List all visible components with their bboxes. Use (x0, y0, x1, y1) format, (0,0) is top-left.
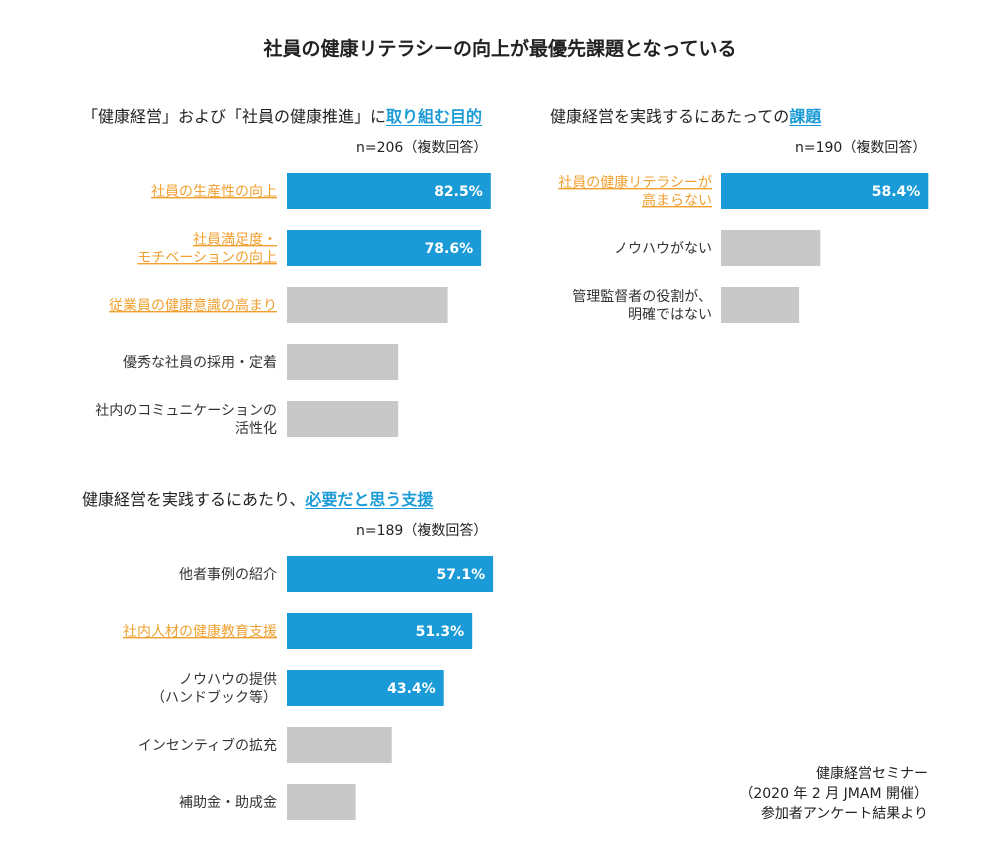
bar (287, 670, 444, 706)
panel-title: 「健康経営」および「社員の健康推進」に取り組む目的 (82, 103, 482, 127)
source-line: 健康経営セミナー (816, 766, 928, 782)
main-title: 社員の健康リテラシーの向上が最優先課題となっている (263, 38, 737, 60)
category-label: 優秀な社員の採用・定着 (123, 355, 277, 371)
panel-title-text: 健康経営を実践するにあたっての (550, 107, 790, 126)
category-label: 活性化 (235, 421, 277, 437)
bar-chart-issues: 58.4% 社員の健康リテラシーが高まらないノウハウがない管理監督者の役割が、明確… (558, 173, 929, 323)
bar (287, 613, 473, 649)
category-label: 社員の生産性の向上 (151, 184, 277, 200)
sample-size-label: n=190（複数回答） (795, 140, 927, 156)
category-label: （ハンドブック等） (151, 689, 277, 706)
panel-title-highlight: 必要だと思う支援 (305, 490, 434, 509)
category-label: 補助金・助成金 (179, 795, 277, 811)
bar-chart-support: 57.1% 他者事例の紹介 51.3% 社内人材の健康教育支援 43.4% ノウハウの提供… (123, 556, 494, 820)
bar (287, 784, 356, 820)
bar (287, 556, 494, 592)
bar (287, 173, 491, 209)
bar (721, 173, 929, 209)
category-label: 社内人材の健康教育支援 (123, 623, 277, 640)
sample-size-label: n=189（複数回答） (356, 523, 488, 539)
source-note: 健康経営セミナー （2020 年 2 月 JMAM 開催） 参加者アンケート結果… (739, 764, 928, 824)
source-line: （2020 年 2 月 JMAM 開催） (739, 786, 928, 802)
category-label: 社員の健康リテラシーが (558, 174, 712, 191)
bar-value-label: 82.5% (434, 184, 483, 200)
category-label: 他者事例の紹介 (179, 567, 277, 583)
category-label: 従業員の健康意識の高まり (109, 297, 277, 314)
category-label: 明確ではない (628, 307, 712, 323)
bar (287, 401, 399, 437)
bar (721, 287, 800, 323)
category-label: モチベーションの向上 (137, 250, 277, 266)
category-label: 高まらない (642, 192, 712, 209)
category-label: ノウハウがない (614, 241, 712, 257)
panel-issues: 健康経営を実践するにあたっての課題 n=190（複数回答） 58.4% 社員の健康… (500, 103, 1000, 333)
panel-title-highlight: 取り組む目的 (386, 107, 483, 126)
bar-value-label: 57.1% (437, 567, 486, 583)
panel-title-highlight: 課題 (789, 107, 822, 126)
category-label: 社内のコミュニケーションの (95, 403, 277, 419)
category-label: 管理監督者の役割が、 (572, 288, 712, 305)
bar-value-label: 58.4% (872, 184, 921, 200)
bar (287, 287, 448, 323)
bar (287, 230, 482, 266)
bar-value-label: 43.4% (387, 681, 436, 697)
bar-chart-purpose: 82.5% 社員の生産性の向上 78.6% 社員満足度・モチベーションの向上従業員の健… (95, 173, 491, 437)
bar (721, 230, 821, 266)
category-label: インセンティブの拡充 (138, 737, 277, 754)
category-label: ノウハウの提供 (179, 672, 277, 688)
category-label: 社員満足度・ (193, 232, 277, 248)
panel-support: 健康経営を実践するにあたり、必要だと思う支援 n=189（複数回答） 57.1%… (0, 486, 500, 826)
panel-title-text: 健康経営を実践するにあたり、 (82, 490, 306, 509)
bar (287, 727, 392, 763)
panel-title: 健康経営を実践するにあたり、必要だと思う支援 (82, 486, 433, 510)
panel-title: 健康経営を実践するにあたっての課題 (550, 103, 821, 127)
source-line: 参加者アンケート結果より (760, 806, 928, 822)
panel-purpose: 「健康経営」および「社員の健康推進」に取り組む目的 n=206（複数回答） 82… (0, 103, 500, 443)
sample-size-label: n=206（複数回答） (356, 140, 488, 156)
bar (287, 344, 399, 380)
panel-title-text: 「健康経営」および「社員の健康推進」に (82, 107, 387, 126)
bar-value-label: 78.6% (425, 241, 474, 257)
bar-value-label: 51.3% (416, 624, 465, 640)
